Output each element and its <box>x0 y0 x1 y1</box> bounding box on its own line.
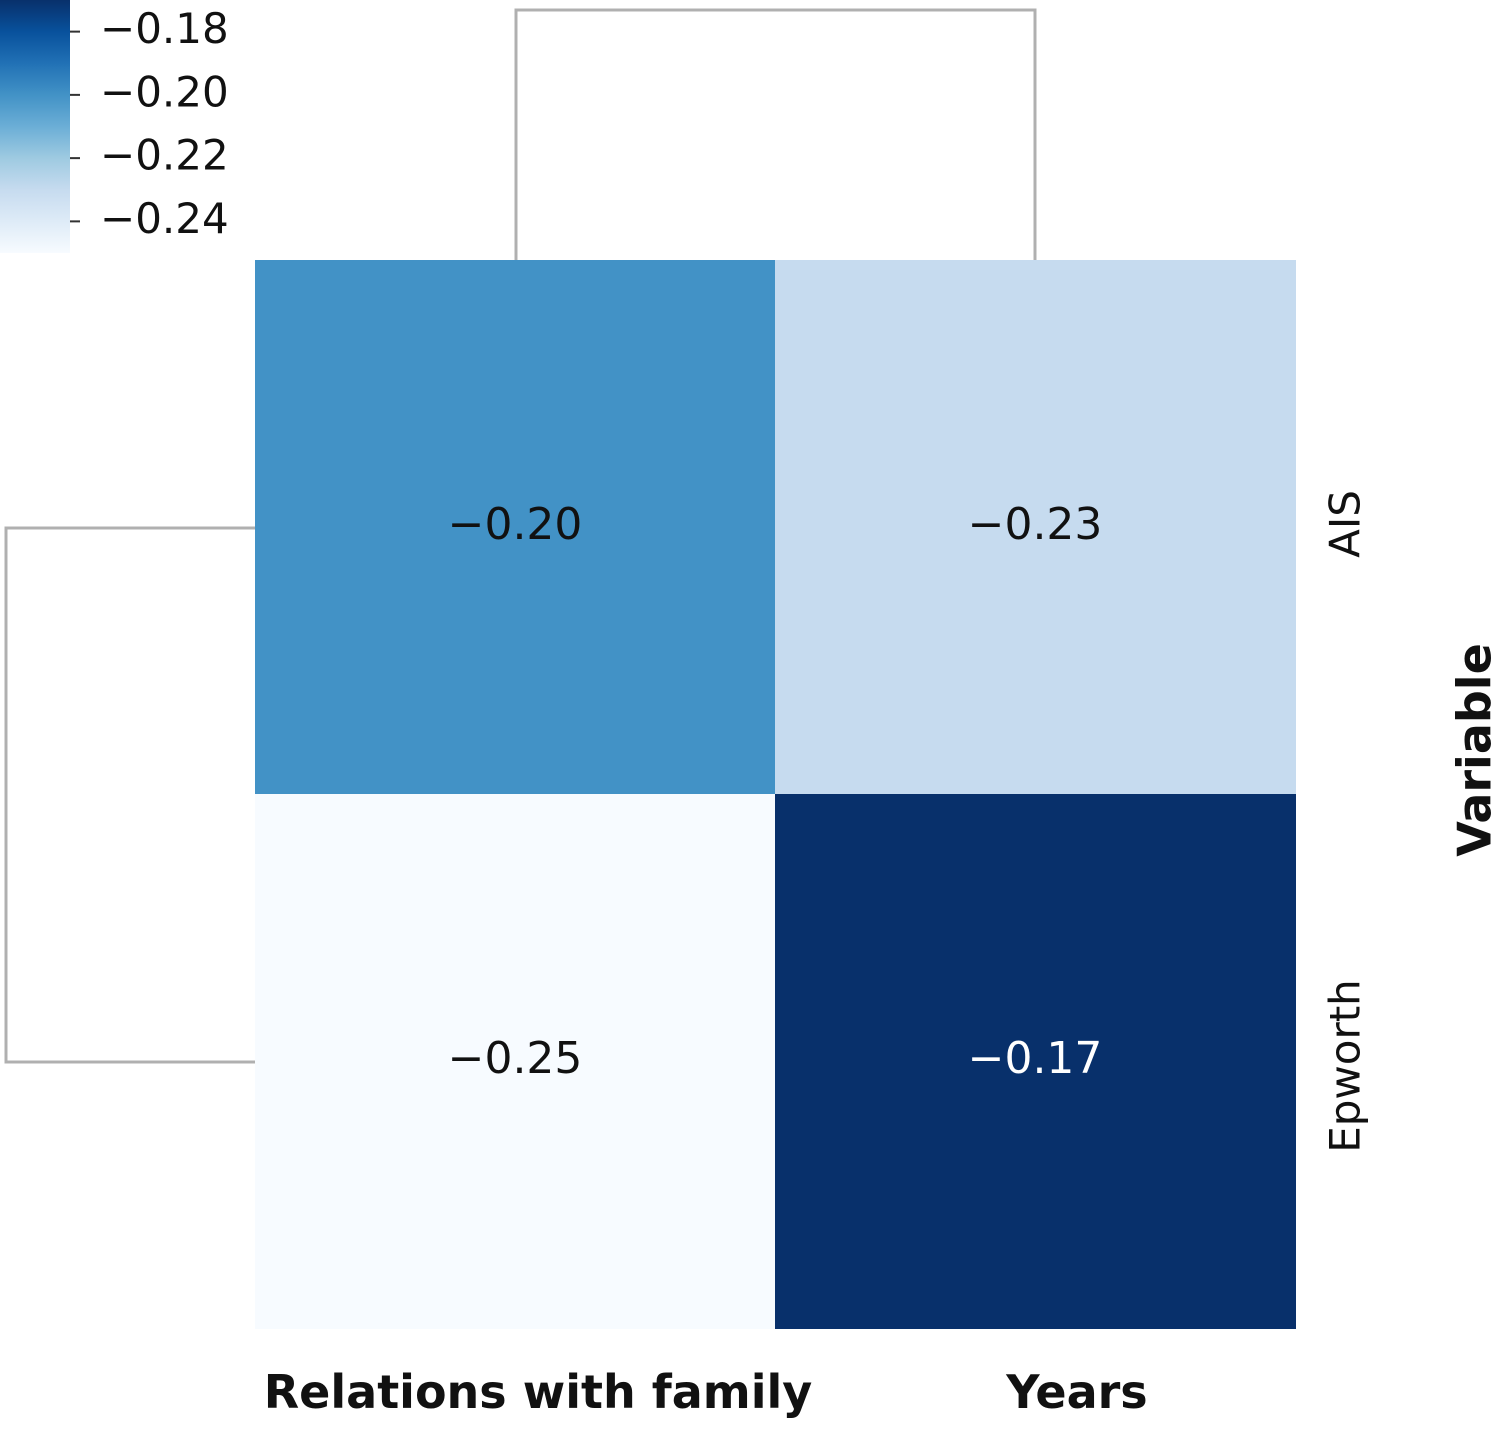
row-labels: AIS Epworth <box>1321 490 1370 1153</box>
colorbar-tick-label: −0.22 <box>100 131 229 180</box>
heatmap-cells: −0.20 −0.23 −0.25 −0.17 <box>255 260 1296 1329</box>
column-label: Relations with family <box>264 1365 812 1419</box>
heatmap-cell <box>775 260 1296 795</box>
colorbar: −0.18 −0.20 −0.22 −0.24 <box>0 0 229 253</box>
row-label: Epworth <box>1321 979 1370 1153</box>
cell-value-label: −0.20 <box>448 499 583 550</box>
cell-value-label: −0.25 <box>448 1033 583 1084</box>
column-dendrogram <box>514 8 1037 260</box>
cell-value-label: −0.17 <box>968 1033 1103 1084</box>
column-label: Years <box>1005 1365 1147 1419</box>
colorbar-tick-label: −0.24 <box>100 194 229 243</box>
heatmap-cell <box>775 794 1296 1329</box>
y-axis-title: Variable <box>1448 643 1500 857</box>
cell-value-label: −0.23 <box>968 499 1103 550</box>
column-labels: Relations with family Years <box>264 1365 1148 1419</box>
colorbar-ticks: −0.18 −0.20 −0.22 −0.24 <box>70 4 229 243</box>
colorbar-gradient <box>0 0 70 253</box>
colorbar-tick-label: −0.18 <box>100 4 229 53</box>
colorbar-tick-label: −0.20 <box>100 67 229 116</box>
row-dendrogram <box>4 526 255 1064</box>
heatmap-cell <box>255 794 776 1329</box>
row-label: AIS <box>1321 490 1370 558</box>
heatmap-cell <box>255 260 776 795</box>
